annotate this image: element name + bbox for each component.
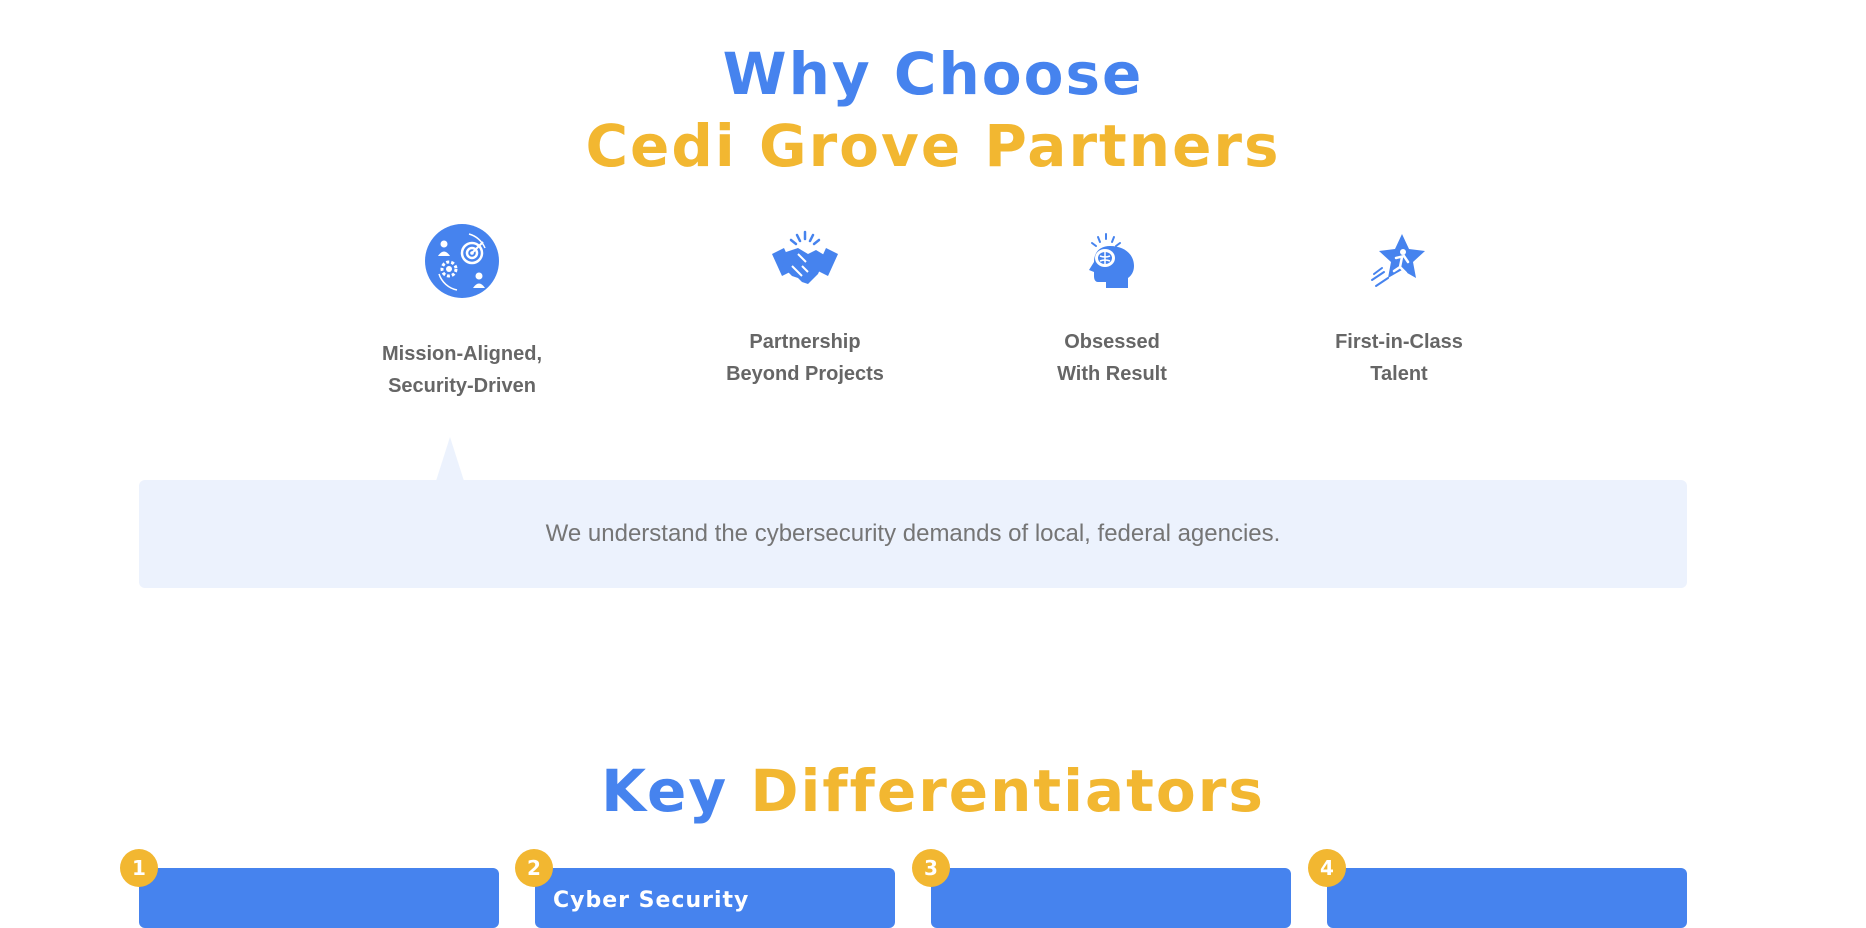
card-title: Cyber Security [553,888,750,913]
title-word-key: Key [601,757,729,825]
feature-label: Mission-Aligned, Security-Driven [382,343,542,397]
differentiator-card-3[interactable] [931,868,1291,928]
title-word-differentiators: Differentiators [750,757,1265,825]
active-tab-pointer [436,437,464,481]
feature-tab-results[interactable]: Obsessed With Result [982,232,1242,390]
differentiator-card-4[interactable] [1327,868,1687,928]
feature-description-panel: We understand the cybersecurity demands … [139,480,1687,588]
company-name-title: Cedi Grove Partners [585,112,1281,180]
head-brain-icon [1089,233,1134,288]
card-number-badge: 4 [1308,849,1346,887]
mission-target-icon [425,224,499,298]
card-number-badge: 3 [912,849,950,887]
feature-label: Partnership Beyond Projects [726,331,884,385]
feature-description-text: We understand the cybersecurity demands … [545,520,1281,547]
star-runner-icon [1371,234,1425,287]
why-choose-title: Why Choose [722,40,1144,108]
handshake-icon [772,230,838,284]
card-number-badge: 1 [120,849,158,887]
feature-tab-mission[interactable]: Mission-Aligned, Security-Driven [332,224,592,402]
differentiator-card-1[interactable] [139,868,499,928]
feature-tab-talent[interactable]: First-in-Class Talent [1269,232,1529,390]
differentiator-card-2[interactable]: Cyber Security [535,868,895,928]
card-number-badge: 2 [515,849,553,887]
key-differentiators-title: Key Differentiators [0,757,1866,825]
feature-tab-partnership[interactable]: Partnership Beyond Projects [675,230,935,390]
feature-label: Obsessed With Result [1057,331,1167,385]
feature-label: First-in-Class Talent [1335,331,1463,385]
